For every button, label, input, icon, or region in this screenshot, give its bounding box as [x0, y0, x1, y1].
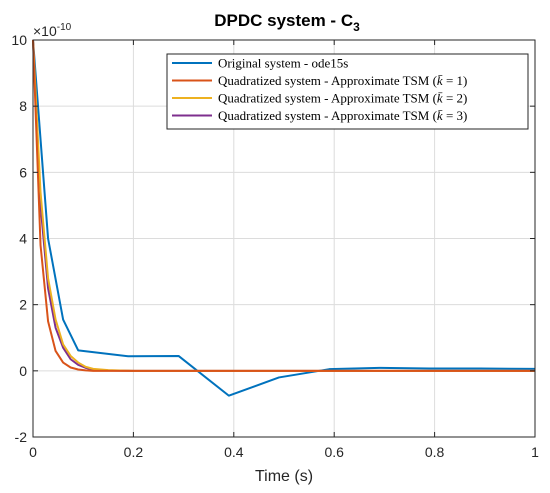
x-tick-label: 0.8 [425, 444, 445, 460]
x-axis-label: Time (s) [255, 468, 313, 485]
y-tick-label: 6 [19, 164, 27, 180]
x-tick-label: 1 [531, 444, 539, 460]
legend-kbar-symbol: k̄ [437, 91, 443, 106]
legend-label-4: Quadratized system - Approximate TSM (k̄… [218, 108, 467, 123]
legend-kbar-value: = 2) [443, 91, 468, 106]
y-axis-multiplier-exponent: -10 [57, 22, 72, 33]
ticks [32, 39, 536, 438]
x-tick-label: 0.6 [324, 444, 344, 460]
legend-label-1: Original system - ode15s [218, 56, 348, 71]
legend-box [166, 53, 529, 130]
x-tick-label: 0.4 [224, 444, 244, 460]
y-axis-multiplier-base: ×10 [33, 23, 57, 39]
legend-label-text: Quadratized system - Approximate TSM ( [218, 73, 437, 88]
y-tick-label: -2 [15, 429, 28, 445]
legend: Original system - ode15s Quadratized syst… [166, 53, 529, 130]
y-axis-multiplier: ×10-10 [33, 22, 72, 39]
legend-label-2: Quadratized system - Approximate TSM (k̄… [218, 73, 467, 88]
legend-kbar-symbol: k̄ [437, 73, 443, 88]
x-tick-label: 0 [29, 444, 37, 460]
legend-kbar-value: = 3) [443, 108, 468, 123]
series-lines [32, 39, 536, 397]
y-tick-label: 2 [19, 297, 27, 313]
chart-title-main: DPDC system - C [214, 11, 353, 30]
y-tick-label: 8 [19, 98, 27, 114]
chart-title: DPDC system - C3 [214, 11, 360, 34]
series-line-2 [32, 39, 535, 372]
x-tick-labels: 0 0.2 0.4 0.6 0.8 1 [29, 444, 539, 460]
y-tick-label: 10 [11, 32, 27, 48]
y-tick-label: 0 [19, 363, 27, 379]
chart-title-subscript: 3 [353, 20, 360, 34]
x-tick-label: 0.2 [124, 444, 144, 460]
series-line-1 [32, 39, 536, 397]
legend-label-text: Quadratized system - Approximate TSM ( [218, 91, 437, 106]
legend-label-3: Quadratized system - Approximate TSM (k̄… [218, 91, 467, 106]
legend-kbar-symbol: k̄ [437, 108, 443, 123]
y-tick-label: 4 [19, 231, 27, 247]
legend-label-text: Quadratized system - Approximate TSM ( [218, 108, 437, 123]
y-tick-labels: -2 0 2 4 6 8 10 [11, 32, 27, 445]
legend-kbar-value: = 1) [443, 73, 468, 88]
